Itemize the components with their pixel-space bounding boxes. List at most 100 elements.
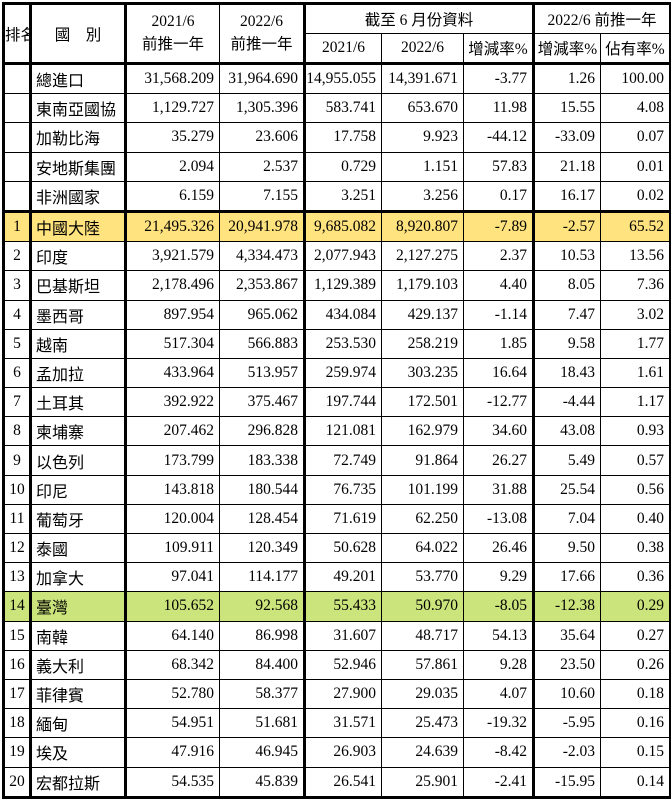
header-2022-prior-year: 2022/6 前推一年	[219, 3, 306, 64]
prior-change-rate-cell: 35.64	[533, 620, 601, 651]
june-2022-value-cell: 8,920.807	[381, 209, 464, 243]
country-cell: 柬埔寨	[30, 416, 127, 447]
prior-2022-value-cell: 180.544	[219, 474, 306, 505]
rank-cell: 3	[3, 270, 32, 301]
rank-cell	[3, 93, 32, 124]
june-2022-value-cell: 258.219	[381, 328, 464, 359]
country-cell: 印度	[30, 241, 127, 272]
june-2021-value-cell: 31.607	[304, 620, 382, 651]
rank-cell	[3, 61, 32, 95]
june-2021-value-cell: 434.084	[304, 299, 382, 330]
table-row: 19 埃及 47.916 46.945 26.903 24.639 -8.42 …	[3, 737, 671, 768]
prior-2022-value-cell: 2,353.867	[219, 270, 306, 301]
table-row: 11 葡萄牙 120.004 128.454 71.619 62.250 -13…	[3, 503, 671, 535]
prior-2021-value-cell: 143.818	[125, 474, 220, 505]
prior-2022-value-cell: 20,941.978	[219, 209, 306, 243]
june-2021-value-cell: 9,685.082	[304, 209, 382, 243]
june-change-rate-cell: -19.32	[463, 708, 535, 739]
june-change-rate-cell: 54.13	[463, 620, 535, 651]
rank-cell: 2	[3, 241, 32, 272]
prior-change-rate-cell: 7.04	[533, 503, 601, 535]
header-row-1: 排名 國 別 2021/6 前推一年 2022/6 前推一年 截至 6 月份資料…	[3, 3, 671, 64]
prior-change-rate-cell: -33.09	[533, 122, 601, 153]
june-2021-value-cell: 71.619	[304, 503, 382, 535]
ranked-country-rows-section: 1 中國大陸 21,495.326 20,941.978 9,685.082 8…	[3, 209, 671, 798]
country-cell: 緬甸	[30, 708, 127, 739]
share-rate-cell: 0.57	[600, 445, 671, 476]
share-rate-cell: 0.02	[600, 180, 671, 212]
table-row: 17 菲律賓 52.780 58.377 27.900 29.035 4.07 …	[3, 678, 671, 710]
prior-2021-value-cell: 1,129.727	[125, 93, 220, 124]
header-june-change-rate: 增減率%	[463, 33, 535, 64]
rank-cell: 14	[3, 591, 32, 622]
prior-2021-value-cell: 897.954	[125, 299, 220, 330]
prior-2021-value-cell: 2,178.496	[125, 270, 220, 301]
june-2022-value-cell: 62.250	[381, 503, 464, 535]
june-2022-value-cell: 91.864	[381, 445, 464, 476]
header-prior-share-rate: 佔有率%	[600, 33, 671, 64]
prior-2021-value-cell: 392.922	[125, 387, 220, 418]
country-cell: 義大利	[30, 649, 127, 680]
june-change-rate-cell: -2.41	[463, 766, 535, 798]
rank-cell	[3, 151, 32, 182]
prior-2022-value-cell: 23.606	[219, 122, 306, 153]
header-group-2022-prior-year: 2022/6 前推一年	[533, 3, 671, 34]
prior-2022-value-cell: 84.400	[219, 649, 306, 680]
june-change-rate-cell: 34.60	[463, 416, 535, 447]
prior-2022-value-cell: 1,305.396	[219, 93, 306, 124]
june-change-rate-cell: -8.05	[463, 591, 535, 622]
prior-2021-value-cell: 31,568.209	[125, 61, 220, 95]
country-cell: 加勒比海	[30, 122, 127, 153]
june-2022-value-cell: 162.979	[381, 416, 464, 447]
country-cell: 南韓	[30, 620, 127, 651]
prior-2022-value-cell: 296.828	[219, 416, 306, 447]
june-change-rate-cell: 1.85	[463, 328, 535, 359]
rank-cell: 1	[3, 209, 32, 243]
prior-2022-value-cell: 92.568	[219, 591, 306, 622]
rank-cell: 15	[3, 620, 32, 651]
june-change-rate-cell: 9.29	[463, 562, 535, 593]
prior-2022-value-cell: 86.998	[219, 620, 306, 651]
rank-cell: 13	[3, 562, 32, 593]
header-2021-prior-year-line2: 前推一年	[141, 35, 204, 53]
rank-cell: 20	[3, 766, 32, 798]
table-row: 3 巴基斯坦 2,178.496 2,353.867 1,129.389 1,1…	[3, 270, 671, 301]
share-rate-cell: 0.26	[600, 649, 671, 680]
june-change-rate-cell: 0.17	[463, 180, 535, 212]
country-cell: 安地斯集團	[30, 151, 127, 182]
table-row: 東南亞國協 1,129.727 1,305.396 583.741 653.67…	[3, 93, 671, 124]
june-2022-value-cell: 2,127.275	[381, 241, 464, 272]
june-2022-value-cell: 14,391.671	[381, 61, 464, 95]
rank-cell: 8	[3, 416, 32, 447]
june-2021-value-cell: 3.251	[304, 180, 382, 212]
prior-2021-value-cell: 6.159	[125, 180, 220, 212]
table-row: 10 印尼 143.818 180.544 76.735 101.199 31.…	[3, 474, 671, 505]
prior-change-rate-cell: -15.95	[533, 766, 601, 798]
june-change-rate-cell: 26.46	[463, 532, 535, 564]
prior-2021-value-cell: 173.799	[125, 445, 220, 476]
share-rate-cell: 1.77	[600, 328, 671, 359]
share-rate-cell: 1.61	[600, 357, 671, 389]
june-2021-value-cell: 17.758	[304, 122, 382, 153]
june-2022-value-cell: 25.901	[381, 766, 464, 798]
share-rate-cell: 13.56	[600, 241, 671, 272]
june-2022-value-cell: 9.923	[381, 122, 464, 153]
june-2022-value-cell: 57.861	[381, 649, 464, 680]
table-row: 9 以色列 173.799 183.338 72.749 91.864 26.2…	[3, 445, 671, 476]
june-2021-value-cell: 197.744	[304, 387, 382, 418]
country-cell: 東南亞國協	[30, 93, 127, 124]
prior-change-rate-cell: -2.57	[533, 209, 601, 243]
share-rate-cell: 4.08	[600, 93, 671, 124]
june-2022-value-cell: 29.035	[381, 678, 464, 710]
rank-cell: 12	[3, 532, 32, 564]
prior-2022-value-cell: 46.945	[219, 737, 306, 768]
prior-2021-value-cell: 54.951	[125, 708, 220, 739]
june-2021-value-cell: 253.530	[304, 328, 382, 359]
prior-2021-value-cell: 517.304	[125, 328, 220, 359]
june-2021-value-cell: 72.749	[304, 445, 382, 476]
june-change-rate-cell: -3.77	[463, 61, 535, 95]
share-rate-cell: 0.15	[600, 737, 671, 768]
country-cell: 以色列	[30, 445, 127, 476]
country-cell: 越南	[30, 328, 127, 359]
